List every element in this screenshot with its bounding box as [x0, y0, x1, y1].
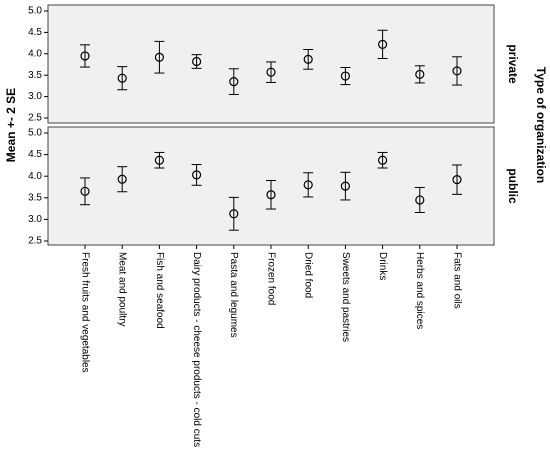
mean-marker [415, 69, 425, 79]
mean-marker [266, 190, 276, 200]
error-bar [377, 29, 388, 60]
x-tick-label: Pasta and legumes [228, 252, 239, 338]
mean-marker [80, 51, 90, 61]
mean-marker [303, 180, 313, 190]
mean-marker [266, 67, 276, 77]
mean-marker [452, 66, 462, 76]
mean-marker [229, 209, 239, 219]
x-tick-label: Drinks [377, 252, 388, 280]
error-bar [303, 172, 314, 198]
error-bar [340, 171, 351, 201]
y-tick-label: 4.5 [28, 149, 42, 160]
y-tick-label: 2.5 [28, 236, 42, 247]
mean-marker [229, 77, 239, 87]
error-bar [228, 68, 239, 95]
error-bar [377, 151, 388, 169]
error-bar [191, 164, 202, 186]
error-bar [117, 66, 128, 91]
mean-marker [154, 52, 164, 62]
mean-marker [80, 186, 90, 196]
error-bar [303, 49, 314, 70]
mean-marker [340, 181, 350, 191]
y-tick-label: 4.5 [28, 27, 42, 38]
y-tick-label: 2.5 [28, 113, 42, 124]
error-bar [80, 177, 90, 206]
facet-label: Type of organization [534, 67, 548, 183]
y-tick-label: 3.0 [28, 91, 42, 102]
panel-label: private [506, 44, 520, 84]
y-tick-label: 4.0 [28, 171, 42, 182]
mean-marker [378, 39, 388, 49]
error-bar [154, 40, 165, 74]
mean-marker [303, 54, 313, 64]
mean-marker [378, 155, 388, 165]
x-tick-label: Sweets and pastries [340, 252, 351, 342]
error-bar [414, 65, 425, 84]
y-tick-label: 3.5 [28, 192, 42, 203]
y-tick-label: 5.0 [28, 6, 42, 17]
error-bar [266, 180, 276, 210]
mean-marker [452, 175, 462, 185]
y-tick-label: 4.0 [28, 48, 42, 59]
mean-marker [117, 73, 127, 83]
mean-marker [340, 71, 350, 81]
error-bar [414, 186, 425, 213]
y-axis-label: Mean +- 2 SE [4, 88, 18, 162]
x-tick-label: Meat and poultry [117, 252, 128, 327]
mean-marker [192, 56, 202, 67]
y-tick-label: 3.0 [28, 214, 42, 225]
error-bar [340, 66, 351, 86]
y-tick-label: 3.5 [28, 70, 42, 81]
error-bar [154, 151, 165, 169]
x-tick-label: Dairy products - cheese products - cold … [191, 252, 202, 447]
panel-label: public [506, 168, 520, 204]
error-bar [80, 44, 90, 68]
error-bar [452, 56, 462, 86]
mean-marker [154, 155, 164, 165]
x-tick-label: Frozen food [265, 252, 276, 305]
mean-marker [117, 174, 127, 184]
mean-marker [415, 195, 425, 205]
x-tick-label: Fats and oils [451, 252, 462, 309]
error-bar [228, 196, 239, 231]
error-bar [452, 164, 462, 195]
x-tick-label: Fresh fruits and vegetables [79, 252, 90, 373]
mean-marker [192, 170, 202, 180]
error-bar [266, 61, 276, 83]
x-tick-label: Herbs and spices [414, 252, 425, 329]
x-tick-label: Fish and seafood [154, 252, 165, 329]
error-bar [117, 166, 128, 193]
y-tick-label: 5.0 [28, 128, 42, 139]
x-tick-label: Dried food [303, 252, 314, 298]
